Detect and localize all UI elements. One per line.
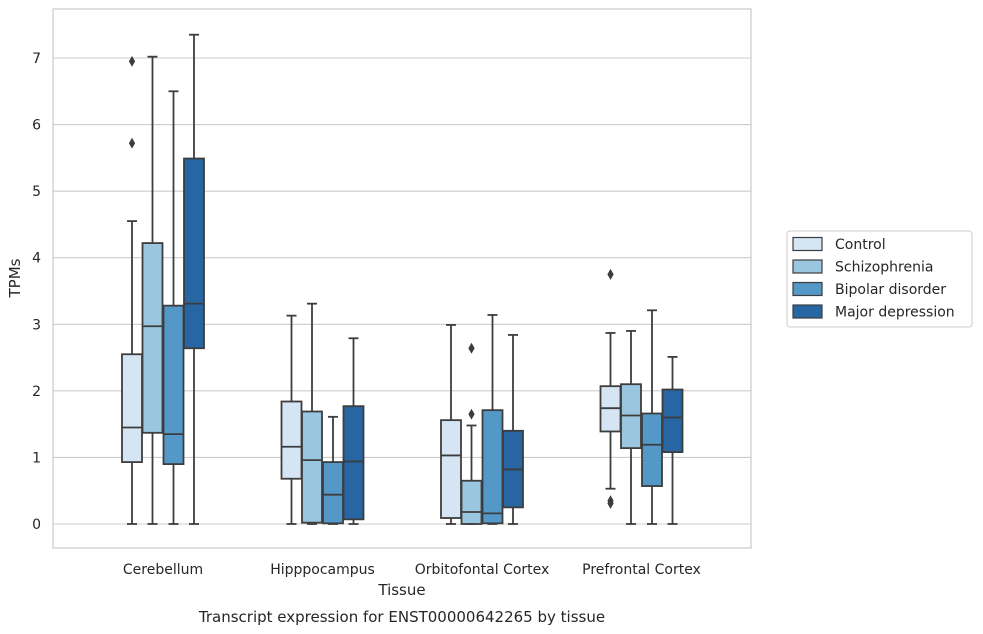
plot-area-frame <box>52 8 752 549</box>
box-major-depression-3 <box>661 356 684 525</box>
box-iqr <box>661 388 684 454</box>
legend-label: Control <box>835 237 886 253</box>
outlier-point <box>128 55 136 67</box>
box-bipolar-disorder-1 <box>322 415 344 525</box>
outlier-point <box>468 408 475 420</box>
box-control-0 <box>121 55 143 525</box>
legend: Control Schizophrenia Bipolar disorder Majo… <box>786 230 973 328</box>
box-iqr <box>322 461 344 525</box>
y-tick-label: 2 <box>32 384 41 400</box>
box-major-depression-0 <box>183 33 205 525</box>
box-schizophrenia-1 <box>301 302 323 525</box>
legend-label: Schizophrenia <box>835 260 933 276</box>
legend-label: Bipolar disorder <box>835 282 946 298</box>
box-schizophrenia-2 <box>460 342 483 525</box>
y-tick-label: 0 <box>32 517 41 533</box>
box-control-3 <box>599 268 622 509</box>
box-schizophrenia-0 <box>141 55 164 525</box>
outlier-point <box>128 137 136 149</box>
box-iqr <box>141 242 164 434</box>
x-axis-label: Tissue <box>377 581 425 599</box>
legend-label: Major depression <box>835 305 955 321</box>
legend-frame <box>786 230 973 328</box>
x-tick-labels: Cerebellum Hipppocampus Orbitofontal Corte… <box>123 562 701 578</box>
x-tick-label: Cerebellum <box>123 562 203 578</box>
y-tick-labels: 0 1 2 3 4 5 6 7 <box>32 51 41 533</box>
box-iqr <box>641 412 663 487</box>
box-control-1 <box>280 314 303 525</box>
box-bipolar-disorder-0 <box>162 90 185 525</box>
x-tick-label: Prefrontal Cortex <box>582 562 701 578</box>
outlier-point <box>468 342 475 354</box>
y-tick-label: 4 <box>32 251 41 267</box>
box-iqr <box>342 405 365 521</box>
box-iqr <box>280 400 303 480</box>
box-iqr <box>183 157 205 350</box>
box-iqr <box>301 410 323 524</box>
legend-swatch-schizophrenia <box>792 259 823 274</box>
legend-swatch-major-depression <box>792 304 823 319</box>
box-control-2 <box>440 324 462 525</box>
y-tick-label: 1 <box>32 450 41 466</box>
legend-swatch-bipolar-disorder <box>792 281 823 297</box>
outlier-point <box>607 495 614 507</box>
box-iqr <box>121 353 143 463</box>
box-major-depression-1 <box>342 337 365 525</box>
box-bipolar-disorder-2 <box>481 314 504 525</box>
y-tick-label: 6 <box>32 118 41 134</box>
box-iqr <box>460 479 483 525</box>
y-axis-label: TPMs <box>6 258 24 298</box>
x-tick-label: Orbitofontal Cortex <box>415 562 550 578</box>
box-iqr <box>162 304 185 465</box>
box-iqr <box>440 419 462 519</box>
chart-caption: Transcript expression for ENST0000064226… <box>198 608 605 626</box>
box-schizophrenia-3 <box>620 330 642 525</box>
outlier-point <box>607 268 614 280</box>
y-tick-label: 7 <box>32 51 41 67</box>
x-tick-label: Hipppocampus <box>270 562 375 578</box>
y-tick-label: 5 <box>32 184 41 200</box>
legend-items: Control Schizophrenia Bipolar disorder Majo… <box>792 236 955 321</box>
boxes <box>121 33 684 525</box>
box-major-depression-2 <box>502 334 524 525</box>
y-tick-label: 3 <box>32 317 41 333</box>
legend-swatch-control <box>792 236 823 252</box>
box-bipolar-disorder-3 <box>641 309 663 525</box>
box-iqr <box>481 409 504 525</box>
